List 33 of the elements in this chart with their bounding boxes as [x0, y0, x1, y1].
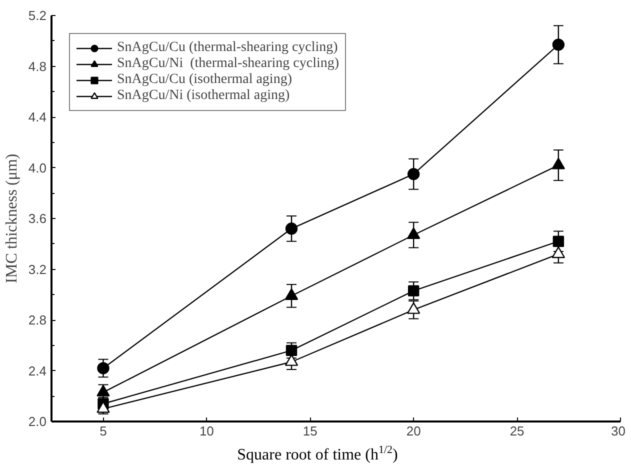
- legend-label: SnAgCu/Cu (isothermal aging): [117, 72, 292, 88]
- y-tick-label: 4.4: [28, 110, 47, 124]
- point: [284, 288, 298, 300]
- y-tick-label: 3.6: [28, 211, 47, 226]
- point: [408, 285, 420, 296]
- legend-label: SnAgCu/Ni (isothermal aging): [117, 88, 290, 104]
- point: [552, 38, 565, 51]
- x-tick-label: 5: [100, 424, 107, 438]
- point: [406, 227, 420, 240]
- y-tick-label: 4.8: [28, 58, 47, 74]
- y-tick-label: 2.8: [28, 312, 47, 328]
- point: [406, 302, 420, 314]
- point: [284, 354, 298, 366]
- point: [96, 384, 110, 396]
- point: [552, 246, 566, 258]
- y-tick-label: 4.0: [28, 160, 47, 176]
- legend-label: SnAgCu/Ni (thermal-shearing cycling): [117, 56, 340, 72]
- x-tick-label: 15: [302, 424, 318, 438]
- point: [552, 158, 566, 170]
- x-tick-label: 20: [406, 424, 421, 438]
- y-axis-title: IMC thickness (μm): [3, 154, 20, 284]
- x-tick-label: 10: [199, 424, 214, 438]
- x-tick-label: 30: [611, 424, 626, 438]
- x-axis-title: Square root of time (h$^{1/2}$): [237, 443, 398, 466]
- point: [552, 236, 564, 247]
- y-tick-label: 3.2: [28, 262, 47, 277]
- x-tick-label: 25: [510, 424, 524, 438]
- legend-label: SnAgCu/Cu (thermal-shearing cycling): [117, 40, 338, 56]
- y-tick-label: 2.0: [28, 414, 47, 429]
- point: [407, 168, 420, 180]
- y-tick-label: 2.4: [28, 363, 47, 378]
- point: [285, 222, 298, 235]
- y-tick-label: 5.2: [28, 8, 47, 23]
